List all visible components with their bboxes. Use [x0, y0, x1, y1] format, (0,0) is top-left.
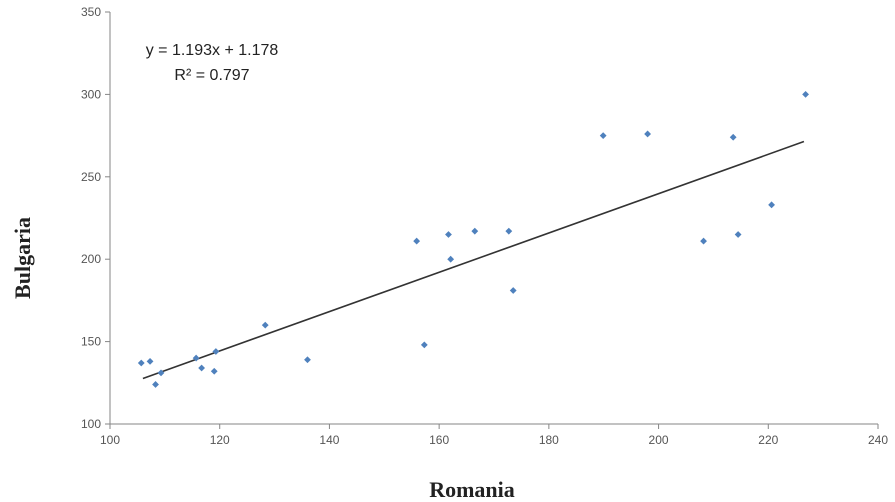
data-point	[261, 321, 269, 329]
data-point	[192, 354, 200, 362]
x-tick-label: 200	[649, 433, 669, 447]
data-point	[445, 231, 452, 238]
data-point	[198, 364, 206, 372]
y-tick-label: 200	[81, 252, 101, 266]
data-point	[802, 91, 809, 98]
data-point	[304, 356, 311, 364]
x-tick-label: 120	[210, 433, 230, 447]
data-point	[599, 132, 607, 139]
y-tick-label: 100	[81, 417, 101, 431]
r-squared-label: R² = 0.797	[174, 67, 249, 84]
data-point	[644, 130, 651, 138]
data-point	[471, 227, 479, 235]
y-tick-label: 150	[81, 335, 101, 349]
trendline-equation: y = 1.193x + 1.178	[146, 42, 279, 59]
x-axis-title: Romania	[429, 477, 515, 502]
data-points	[137, 91, 809, 388]
data-point	[420, 341, 428, 349]
y-tick-label: 300	[81, 87, 101, 101]
data-point	[212, 348, 220, 355]
data-point	[137, 359, 145, 367]
data-point	[505, 227, 513, 235]
data-point	[768, 201, 775, 209]
data-point	[413, 237, 421, 245]
x-tick-label: 160	[429, 433, 449, 447]
data-point	[729, 133, 737, 141]
y-tick-label: 250	[81, 170, 101, 184]
data-point	[734, 231, 742, 238]
x-tick-label: 140	[319, 433, 339, 447]
y-axis-title: Bulgaria	[10, 217, 35, 299]
data-point	[210, 367, 218, 375]
data-point	[146, 357, 154, 365]
data-point	[152, 381, 159, 388]
x-tick-label: 100	[100, 433, 120, 447]
x-axis-ticks: 100 120 140 160 180 200 220 240	[100, 424, 888, 447]
data-point	[157, 369, 165, 377]
y-axis-ticks: 100 150 200 250 300 350	[81, 5, 110, 431]
y-tick-label: 350	[81, 5, 101, 19]
trendline	[142, 140, 805, 380]
axes	[109, 12, 878, 425]
data-point	[509, 287, 517, 294]
x-tick-label: 220	[758, 433, 778, 447]
data-point	[447, 255, 455, 263]
data-point	[700, 237, 707, 245]
x-tick-label: 180	[539, 433, 559, 447]
x-tick-label: 240	[868, 433, 888, 447]
